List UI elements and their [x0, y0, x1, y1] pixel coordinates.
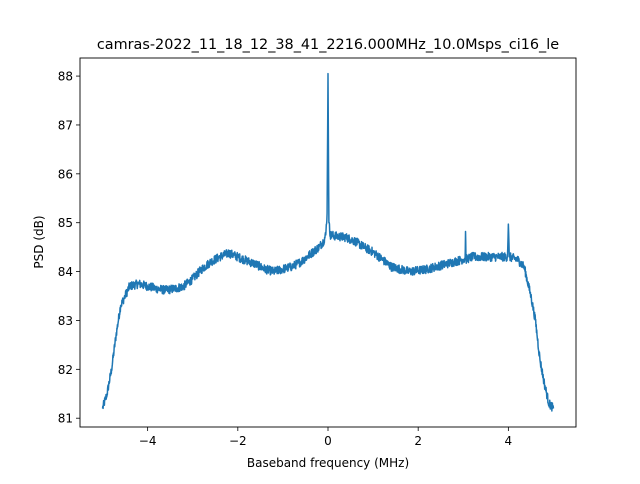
y-tick-label: 87 — [58, 118, 73, 132]
y-tick-label: 88 — [58, 70, 73, 84]
y-tick-label: 83 — [58, 314, 73, 328]
y-tick-label: 84 — [58, 265, 73, 279]
x-tick-label: 0 — [324, 434, 332, 448]
y-axis: 81 82 83 84 85 86 87 88 — [58, 70, 80, 426]
x-tick-label: 2 — [414, 434, 422, 448]
plot-area — [101, 72, 555, 412]
y-tick-label: 86 — [58, 167, 73, 181]
x-axis: −4 −2 0 2 4 — [139, 427, 512, 448]
y-axis-label: PSD (dB) — [32, 215, 46, 268]
x-tick-label: −2 — [229, 434, 247, 448]
y-tick-label: 82 — [58, 363, 73, 377]
y-tick-label: 81 — [58, 412, 73, 426]
x-tick-label: 4 — [505, 434, 513, 448]
chart-title: camras-2022_11_18_12_38_41_2216.000MHz_1… — [97, 37, 559, 53]
x-axis-label: Baseband frequency (MHz) — [247, 456, 409, 470]
y-tick-label: 85 — [58, 216, 73, 230]
x-tick-label: −4 — [139, 434, 157, 448]
psd-series-line — [101, 72, 555, 412]
